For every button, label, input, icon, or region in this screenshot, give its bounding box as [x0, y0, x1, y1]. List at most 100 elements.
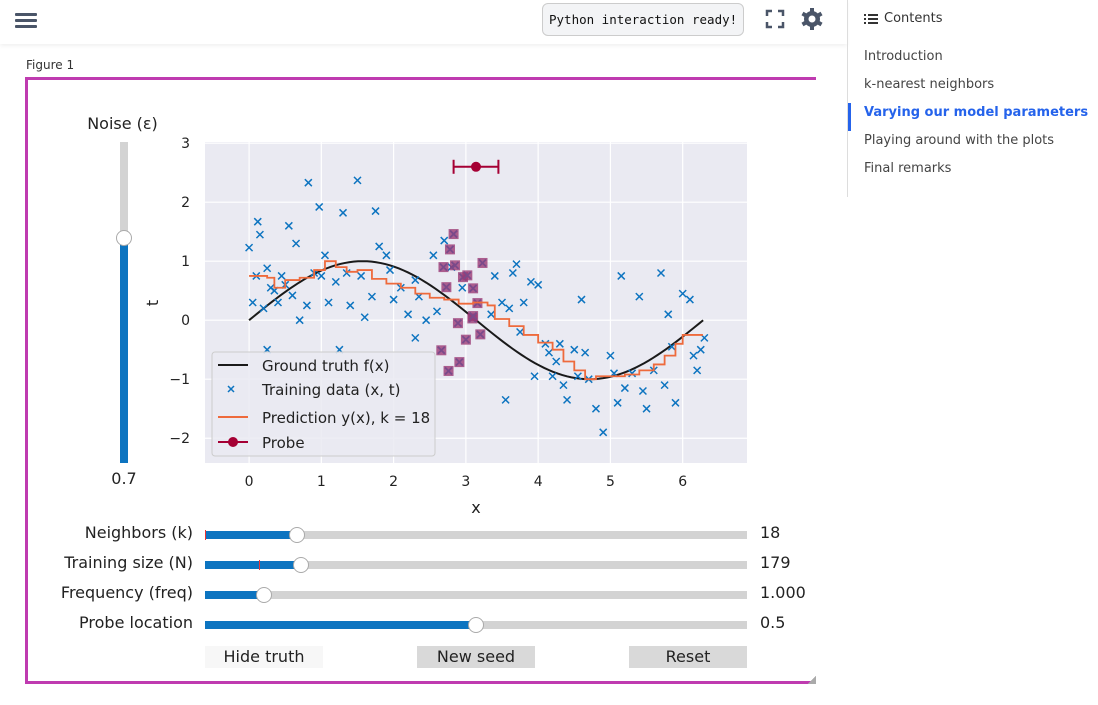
legend-train-swatch — [227, 385, 235, 393]
theme-gear-icon[interactable] — [800, 7, 824, 31]
training-point — [512, 260, 521, 269]
training-point — [458, 283, 467, 292]
training-point — [353, 176, 362, 185]
training-point — [552, 357, 561, 366]
slider-thumb[interactable] — [289, 527, 306, 543]
toc-item-introduction[interactable]: Introduction — [864, 49, 943, 64]
training-point — [573, 372, 582, 381]
toc-item-final-remarks[interactable]: Final remarks — [864, 161, 952, 176]
slider-fill — [205, 561, 301, 569]
training-point — [678, 289, 687, 298]
training-point — [497, 298, 507, 307]
training-point — [685, 295, 694, 304]
training-point — [288, 291, 297, 300]
figure-frame — [25, 77, 816, 684]
neighbor-point — [463, 271, 472, 280]
training-point — [693, 366, 702, 375]
figure-label: Figure 1 — [26, 58, 75, 72]
noise-slider-thumb[interactable] — [116, 230, 132, 247]
training-point — [338, 208, 348, 217]
training-size-label: Training size (N) — [64, 553, 193, 572]
new-seed-button[interactable]: New seed — [417, 646, 535, 668]
training-point — [292, 239, 301, 248]
x-tick-label: 5 — [606, 474, 615, 490]
noise-slider[interactable] — [116, 142, 132, 463]
training-point — [432, 307, 442, 316]
training-point — [295, 316, 304, 325]
training-size-slider[interactable] — [205, 557, 747, 573]
neighbor-point — [478, 258, 487, 268]
training-point — [541, 339, 550, 348]
y-axis-label: t — [143, 300, 162, 306]
training-point — [508, 268, 517, 278]
hide-truth-button[interactable]: Hide truth — [205, 646, 323, 668]
slider-fill — [205, 621, 476, 629]
training-point — [302, 301, 311, 310]
x-tick-label: 1 — [317, 474, 326, 490]
training-point — [440, 236, 449, 245]
training-size-value: 179 — [760, 553, 791, 572]
training-point — [660, 381, 669, 390]
training-point — [273, 298, 283, 307]
training-point — [696, 345, 705, 354]
training-point — [317, 271, 326, 280]
training-point — [501, 395, 510, 404]
slider-fill — [205, 531, 298, 539]
reset-button[interactable]: Reset — [629, 646, 747, 668]
fullscreen-icon[interactable] — [765, 9, 785, 29]
neighbor-point — [468, 284, 478, 293]
neighbor-point — [444, 366, 453, 376]
neighbors-slider[interactable] — [205, 527, 747, 543]
training-point — [563, 395, 572, 404]
training-point — [555, 339, 564, 348]
training-point — [516, 327, 525, 337]
slider-thumb[interactable] — [468, 617, 484, 633]
legend-probe-swatch — [228, 437, 238, 447]
toc-item-varying-parameters[interactable]: Varying our model parameters — [848, 103, 1088, 131]
training-point — [505, 304, 514, 313]
toc-item-knn[interactable]: k-nearest neighbors — [864, 77, 995, 92]
table-of-contents: Contents Introduction k-nearest neighbor… — [847, 0, 1098, 197]
slider-thumb[interactable] — [256, 587, 273, 603]
toc-item-playing-plots[interactable]: Playing around with the plots — [864, 133, 1055, 148]
y-tick-label: 2 — [181, 195, 190, 211]
training-point — [642, 404, 651, 413]
training-point — [671, 398, 680, 407]
training-point — [581, 348, 590, 357]
training-point — [689, 351, 698, 360]
legend-pred: Prediction y(x), k = 18 — [262, 409, 430, 427]
training-point — [613, 398, 622, 407]
neighbor-point — [437, 346, 446, 355]
training-point — [411, 276, 420, 285]
training-point — [259, 304, 268, 313]
training-point — [320, 251, 329, 260]
training-point — [342, 268, 351, 278]
noise-value: 0.7 — [111, 469, 137, 488]
legend-truth: Ground truth f(x) — [262, 357, 390, 375]
training-point — [315, 202, 324, 211]
training-point — [389, 295, 398, 304]
training-point — [519, 298, 528, 307]
x-axis-label: x — [471, 498, 480, 517]
legend-train: Training data (x, t) — [261, 381, 401, 399]
frequency-slider[interactable] — [205, 587, 747, 603]
y-tick-label: 3 — [181, 136, 190, 152]
slider-thumb[interactable] — [292, 557, 309, 573]
prediction-line — [249, 260, 703, 381]
x-tick-label: 2 — [389, 474, 398, 490]
training-point — [570, 345, 579, 354]
neighbor-point — [461, 335, 471, 344]
y-tick-label: −2 — [169, 431, 190, 447]
training-point — [667, 342, 676, 351]
frequency-label: Frequency (freq) — [60, 583, 193, 602]
training-point — [248, 298, 257, 307]
hamburger-menu-icon[interactable] — [15, 10, 37, 30]
training-point — [628, 369, 637, 378]
knn-chart: 0 1 2 3 4 5 6 −2 −1 0 1 2 3 x t Ground truth f(x) Tr… — [143, 136, 747, 517]
training-point — [617, 271, 626, 280]
training-point — [346, 301, 355, 310]
probe-location-slider[interactable] — [205, 617, 747, 633]
resize-handle[interactable] — [808, 676, 816, 684]
x-tick-label: 3 — [461, 474, 470, 490]
neighbor-point — [455, 357, 464, 367]
